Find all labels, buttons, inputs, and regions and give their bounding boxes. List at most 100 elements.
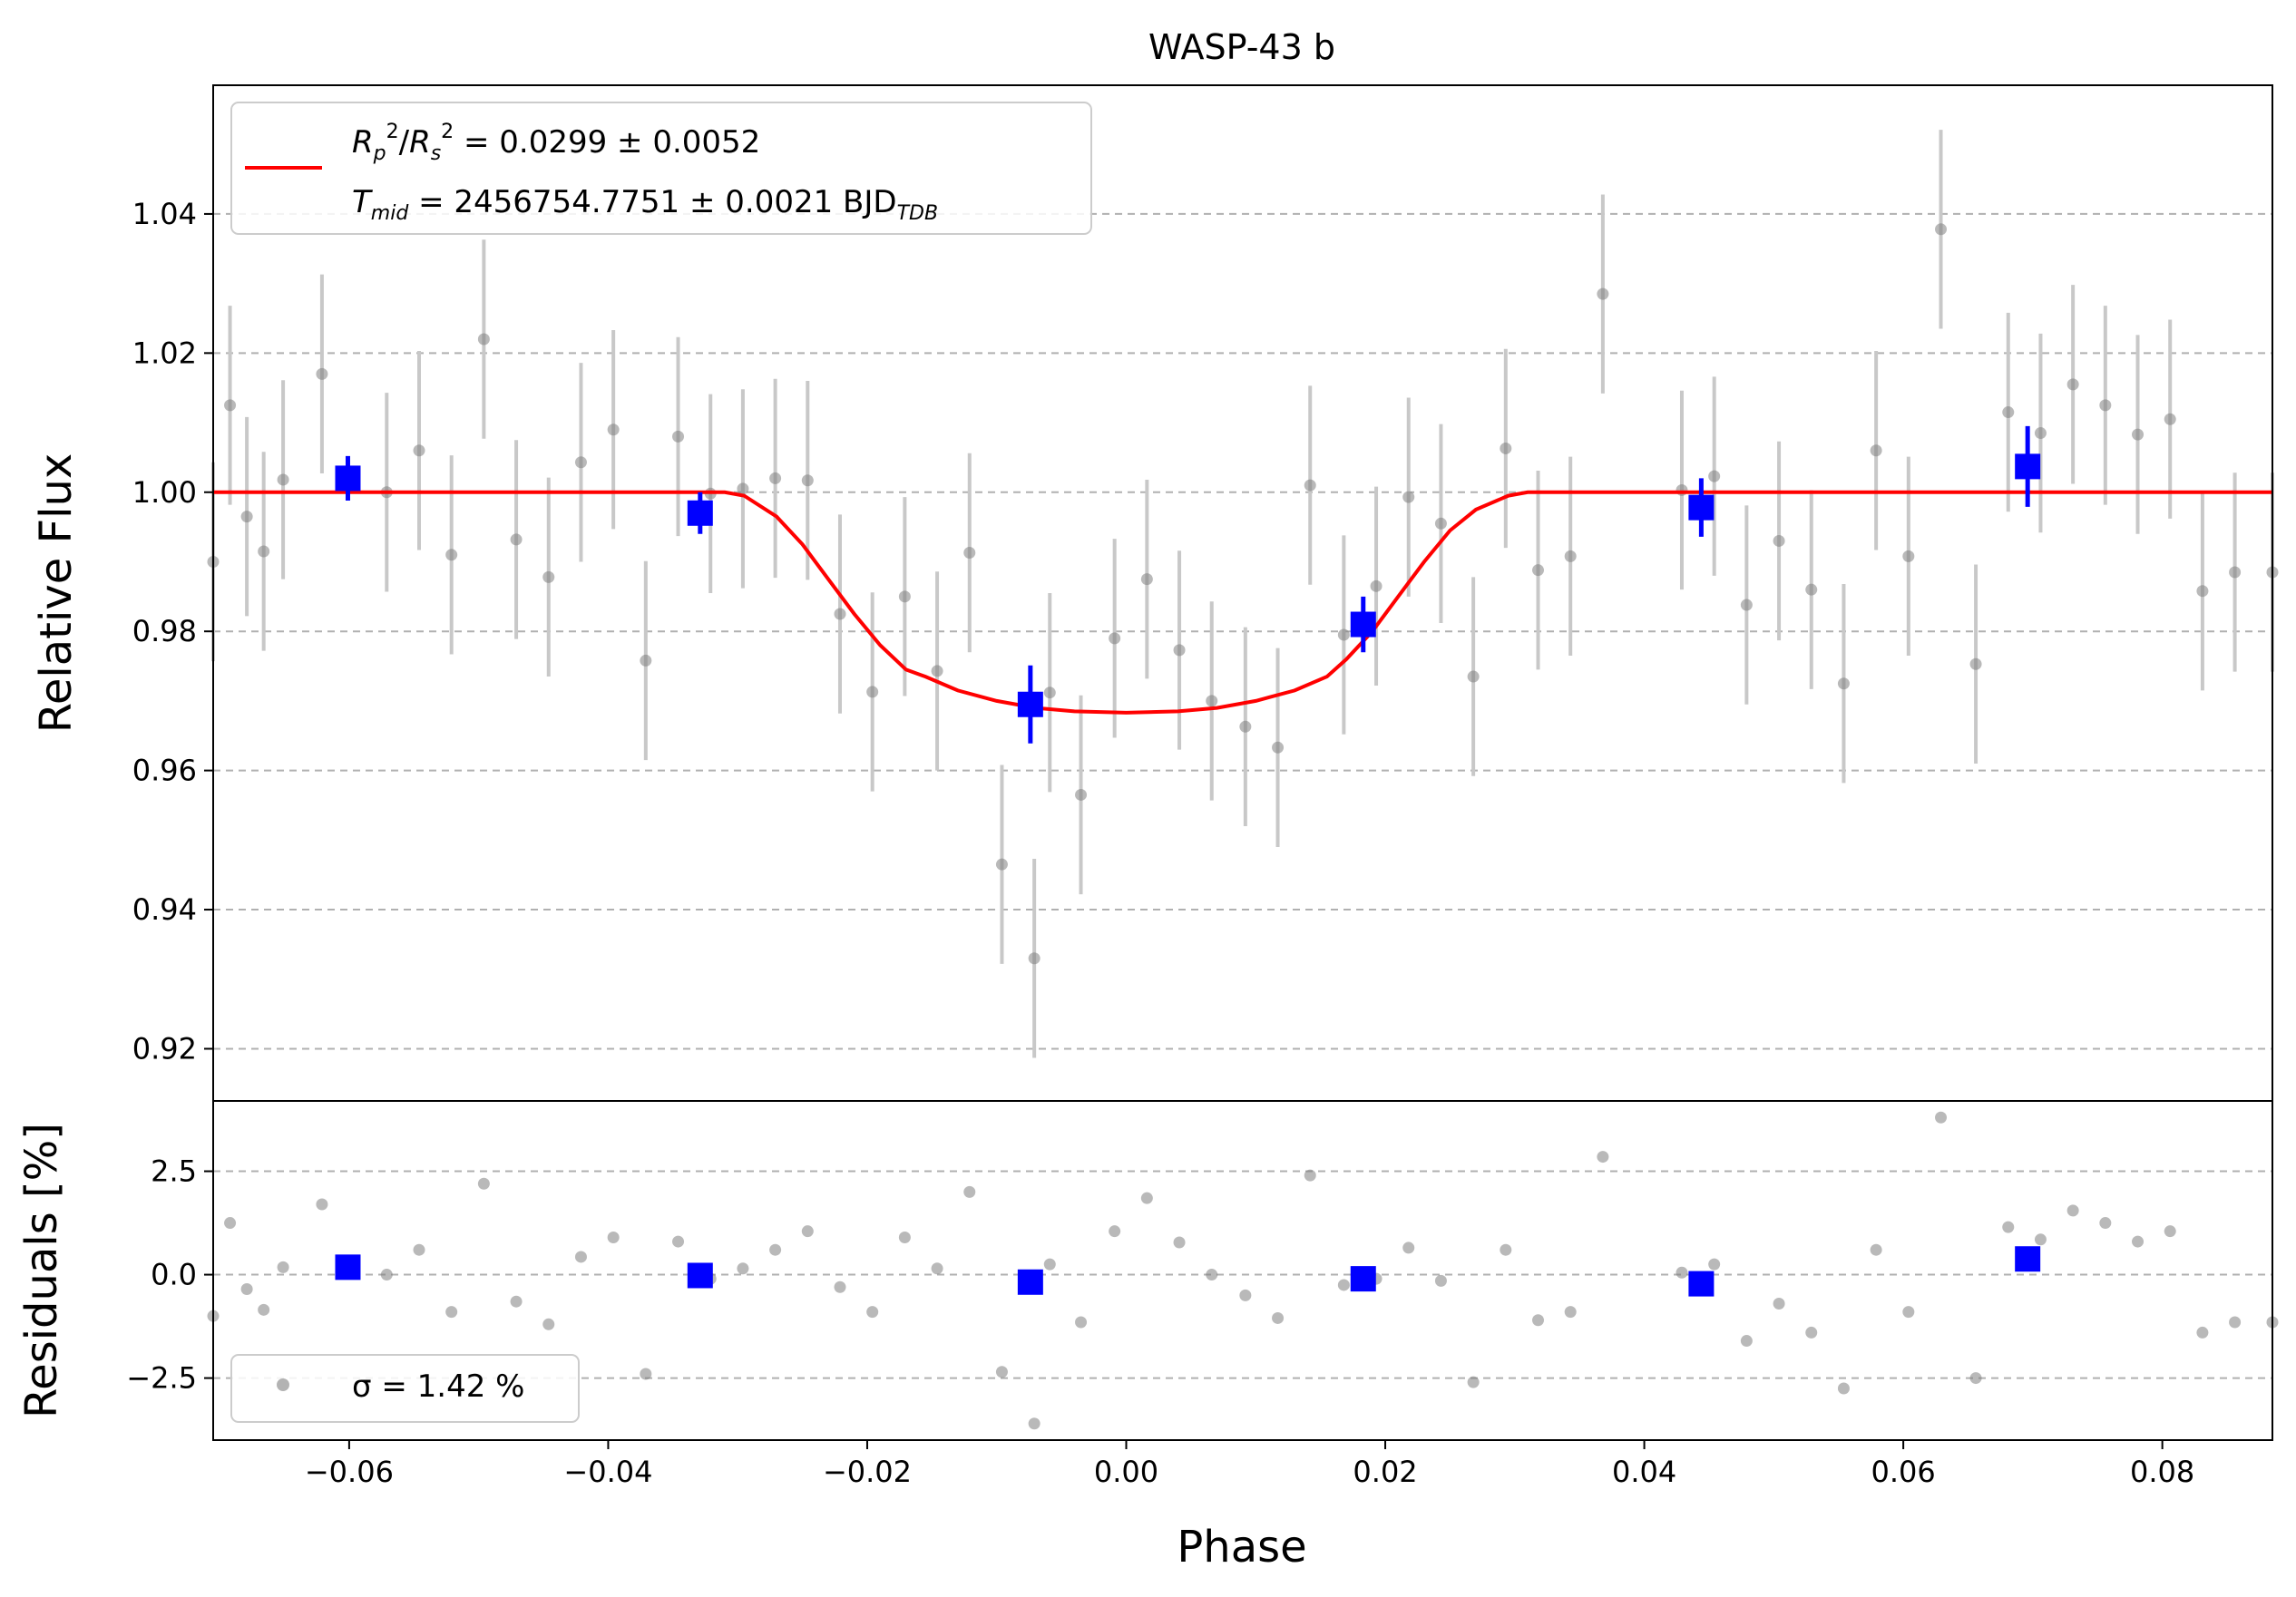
residuals-raw-point [1239, 1289, 1252, 1301]
residuals-raw-point [1337, 1279, 1350, 1291]
flux-raw-point [2164, 413, 2176, 425]
flux-raw-point [1109, 632, 1121, 645]
flux-raw-point [2002, 406, 2015, 419]
flux-raw-point [1337, 628, 1350, 641]
flux-y-tick-label: 1.00 [132, 475, 197, 510]
residuals-raw-point [1870, 1243, 1882, 1256]
flux-raw-point [2034, 427, 2047, 440]
flux-raw-point [1837, 677, 1850, 690]
flux-raw-point [769, 472, 782, 484]
flux-raw-point [413, 444, 425, 457]
residuals-raw-point [1206, 1269, 1218, 1281]
x-tick-label: −0.04 [563, 1455, 652, 1489]
residuals-binned-point [1017, 1269, 1043, 1295]
flux-raw-point [1304, 479, 1316, 492]
residuals-raw-point [1708, 1258, 1721, 1271]
flux-raw-point [2099, 399, 2112, 412]
flux-raw-point [477, 333, 490, 346]
residuals-raw-point [1109, 1225, 1121, 1238]
flux-raw-point [277, 473, 289, 486]
residuals-raw-point [1140, 1192, 1153, 1204]
residuals-raw-point [931, 1262, 943, 1275]
residuals-raw-point [258, 1303, 270, 1316]
residuals-raw-point [224, 1217, 237, 1230]
x-tick-label: 0.06 [1871, 1455, 1935, 1489]
legend-depth-label: Rp2/Rs2 = 0.0299 ± 0.0052 [352, 121, 760, 165]
flux-raw-point [1043, 687, 1056, 699]
flux-raw-point [1239, 720, 1252, 733]
flux-raw-point [931, 665, 943, 677]
flux-raw-point [1206, 695, 1218, 707]
residuals-raw-point [574, 1251, 587, 1263]
residuals-raw-point [477, 1177, 490, 1190]
legend-tmid-label: Tmid = 2456754.7751 ± 0.0021 BJDTDB [352, 184, 938, 225]
residuals-raw-point [2099, 1217, 2112, 1230]
x-tick-label: 0.02 [1353, 1455, 1417, 1489]
residuals-raw-point [1597, 1151, 1609, 1164]
flux-raw-point [445, 549, 458, 561]
flux-raw-point [1140, 573, 1153, 586]
flux-raw-point [1532, 564, 1545, 577]
flux-binned-point [687, 500, 713, 526]
residuals-y-tick-label: −2.5 [126, 1361, 197, 1396]
flux-raw-point [240, 511, 253, 523]
residuals-raw-point [1805, 1326, 1818, 1339]
flux-y-tick-label: 0.94 [132, 892, 197, 927]
flux-raw-point [1434, 517, 1447, 530]
residuals-binned-points [335, 1246, 2041, 1297]
x-tick-label: −0.02 [823, 1455, 912, 1489]
residuals-binned-point [1350, 1266, 1376, 1292]
legend-sigma-label: σ = 1.42 % [352, 1368, 524, 1405]
flux-raw-point [316, 367, 328, 380]
flux-y-tick-label: 0.98 [132, 614, 197, 648]
residuals-raw-point [834, 1281, 846, 1293]
residuals-raw-point [1434, 1274, 1447, 1287]
residuals-raw-point [1740, 1335, 1753, 1348]
x-ticks: −0.06 −0.04 −0.02 0.00 0.02 0.04 0.06 0.08 [305, 1440, 2194, 1489]
flux-raw-point [2066, 378, 2079, 391]
flux-raw-point [1708, 470, 1721, 482]
residuals-raw-point [1902, 1306, 1915, 1319]
residuals-panel: −2.5 0.0 2.5 Residuals [%] σ = 1.42 % −0.0… [16, 1100, 2279, 1573]
residuals-binned-point [1688, 1271, 1715, 1297]
residuals-raw-point [801, 1225, 814, 1238]
flux-raw-point [1676, 483, 1688, 496]
flux-y-tick-label: 0.92 [132, 1031, 197, 1066]
x-tick-label: 0.00 [1094, 1455, 1158, 1489]
flux-raw-point [2196, 585, 2209, 598]
flux-y-axis-title: Relative Flux [31, 453, 82, 734]
flux-raw-point [1564, 550, 1577, 562]
residuals-raw-point [1969, 1372, 1982, 1385]
residuals-raw-point [1028, 1417, 1041, 1430]
flux-raw-point [1870, 444, 1882, 457]
flux-raw-point [1500, 442, 1512, 454]
x-tick-label: 0.04 [1612, 1455, 1676, 1489]
residuals-raw-point [1564, 1306, 1577, 1319]
residuals-raw-point [1500, 1243, 1512, 1256]
flux-raw-points [207, 223, 2279, 965]
flux-raw-point [1173, 644, 1186, 657]
residuals-raw-point [866, 1306, 879, 1319]
flux-raw-point [607, 424, 620, 436]
residuals-legend-box [230, 1354, 580, 1423]
flux-raw-point [574, 456, 587, 469]
flux-binned-point [335, 465, 361, 492]
flux-legend: Rp2/Rs2 = 0.0299 ± 0.0052 Tmid = 2456754… [230, 102, 1092, 235]
flux-raw-point [1028, 952, 1041, 965]
residuals-raw-point [2229, 1316, 2242, 1329]
flux-raw-point [542, 570, 555, 583]
residuals-binned-point [687, 1262, 713, 1289]
flux-binned-point [1017, 691, 1043, 717]
residuals-raw-point [1676, 1266, 1688, 1279]
residuals-binned-point [335, 1254, 361, 1281]
flux-y-tick-label: 1.04 [132, 197, 197, 231]
residuals-raw-point [769, 1243, 782, 1256]
residuals-raw-point [607, 1232, 620, 1244]
residuals-raw-point [2196, 1326, 2209, 1339]
legend-residual-marker [277, 1378, 289, 1391]
flux-raw-point [1597, 287, 1609, 300]
residuals-raw-point [542, 1318, 555, 1330]
flux-binned-point [1350, 611, 1376, 638]
